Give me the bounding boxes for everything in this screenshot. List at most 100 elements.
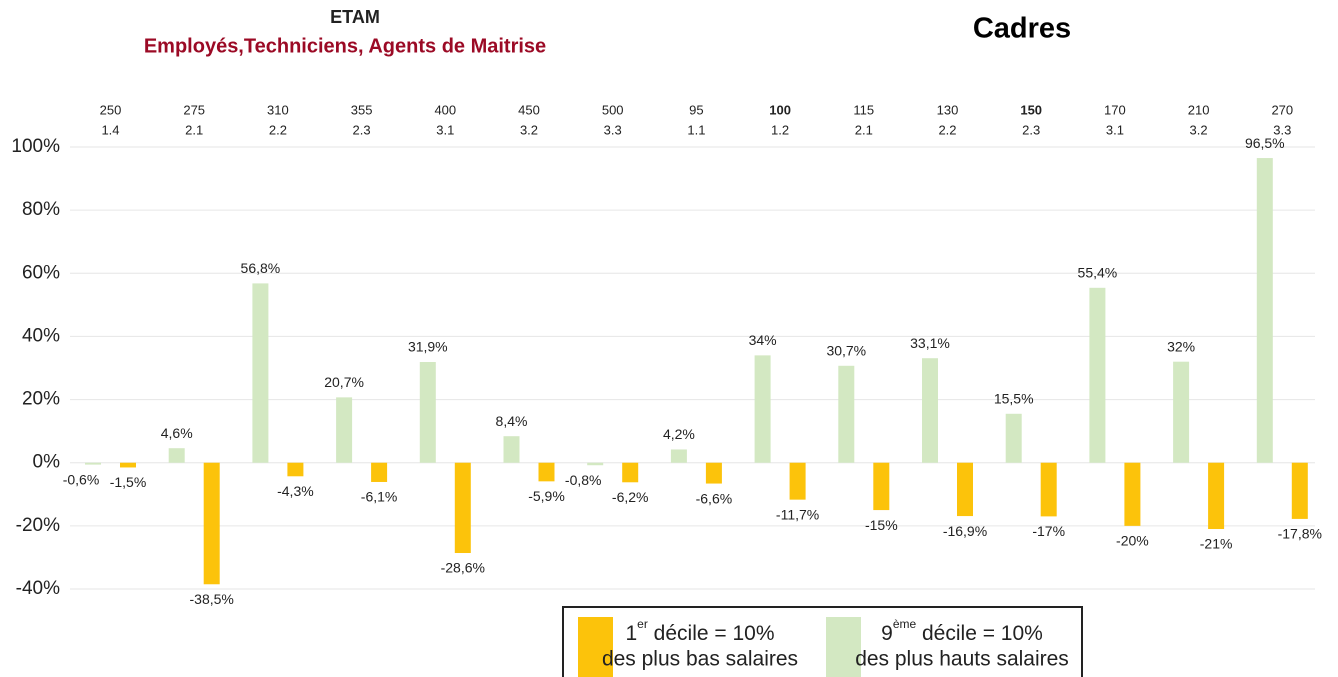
value-label: -6,2% (612, 489, 649, 505)
value-label: -5,9% (528, 488, 565, 504)
value-label: -38,5% (190, 591, 234, 607)
value-label: -0,8% (565, 472, 602, 488)
x-tick-label: 500 (602, 102, 624, 117)
y-tick-label: -20% (16, 515, 60, 536)
y-tick-label: 100% (11, 136, 60, 157)
legend-label-line2: des plus hauts salaires (855, 648, 1069, 671)
x-tick-label: 250 (100, 102, 122, 117)
legend-label-num: 1 (625, 622, 637, 645)
x-tick-sublabel: 2.3 (1022, 122, 1040, 137)
bar (419, 362, 436, 463)
value-label: -11,7% (776, 506, 819, 522)
bar (1208, 462, 1225, 530)
bar (503, 436, 520, 463)
legend-label: 9ème décile = 10% (881, 617, 1043, 644)
y-tick-label: 60% (22, 262, 60, 283)
x-tick-label: 275 (183, 102, 205, 117)
bar (85, 462, 101, 465)
bar (622, 462, 639, 483)
bar (705, 462, 722, 484)
x-tick-sublabel: 2.1 (855, 122, 873, 137)
bar (1040, 462, 1057, 517)
x-tick-label: 95 (689, 102, 703, 117)
value-label: 15,5% (994, 390, 1034, 406)
x-tick-label: 130 (937, 102, 959, 117)
legend-label: 1er décile = 10% (625, 617, 774, 644)
bar (287, 462, 304, 477)
x-tick-sublabel: 3.1 (436, 122, 454, 137)
x-tick-sublabel: 3.1 (1106, 122, 1124, 137)
value-label: -6,6% (696, 490, 733, 506)
y-tick-label: 40% (22, 325, 60, 346)
bar (371, 462, 388, 482)
value-label: 4,2% (663, 426, 695, 442)
chart-title-2: Cadres (973, 13, 1071, 45)
value-label: 30,7% (826, 342, 866, 358)
legend-swatch (578, 617, 613, 677)
x-tick-sublabel: 2.2 (269, 122, 287, 137)
legend-label-line2: des plus bas salaires (602, 648, 798, 671)
value-label: 96,5% (1245, 135, 1285, 151)
bar (587, 462, 604, 466)
legend-label-sup: ème (893, 617, 917, 631)
bar (873, 462, 890, 511)
value-label: 55,4% (1078, 265, 1118, 281)
legend-label-num: 9 (881, 622, 893, 645)
value-label: -17% (1032, 523, 1065, 539)
bar (754, 355, 771, 463)
x-tick-sublabel: 1.4 (101, 122, 119, 137)
value-label: 8,4% (496, 413, 528, 429)
bar (1256, 158, 1273, 463)
chart-title: ETAM (330, 7, 380, 27)
x-tick-sublabel: 1.1 (687, 122, 705, 137)
x-tick-label: 170 (1104, 102, 1126, 117)
value-label: 32% (1167, 338, 1195, 354)
y-tick-label: 80% (22, 199, 60, 220)
x-tick-label: 270 (1271, 102, 1293, 117)
bar (922, 358, 938, 463)
y-tick-label: -40% (16, 578, 60, 599)
bar (1005, 413, 1022, 463)
x-tick-sublabel: 3.3 (604, 122, 622, 137)
legend-label-sup: er (637, 617, 648, 631)
value-label: 4,6% (161, 425, 193, 441)
x-tick-sublabel: 3.3 (1273, 122, 1291, 137)
value-label: -28,6% (441, 560, 485, 576)
value-label: 34% (749, 332, 777, 348)
bar (252, 283, 269, 463)
legend-label-text: décile = 10% (916, 622, 1043, 645)
value-label: -0,6% (63, 471, 100, 487)
value-label: 20,7% (324, 374, 364, 390)
bar (838, 365, 855, 463)
x-tick-sublabel: 3.2 (520, 122, 538, 137)
value-label: -15% (865, 517, 898, 533)
bar (336, 397, 353, 463)
x-tick-label: 100 (769, 102, 791, 117)
x-tick-label: 400 (434, 102, 456, 117)
x-tick-label: 310 (267, 102, 289, 117)
bar (1124, 462, 1141, 526)
x-tick-label: 450 (518, 102, 540, 117)
y-tick-label: 20% (22, 389, 60, 410)
x-tick-sublabel: 3.2 (1190, 122, 1208, 137)
value-label: -21% (1200, 536, 1233, 552)
value-label: -20% (1116, 533, 1149, 549)
x-tick-sublabel: 1.2 (771, 122, 789, 137)
legend-label-text: décile = 10% (648, 622, 775, 645)
value-label: 56,8% (241, 260, 281, 276)
x-tick-sublabel: 2.2 (938, 122, 956, 137)
value-label: -4,3% (277, 483, 314, 499)
bar (203, 462, 220, 585)
x-tick-label: 115 (853, 102, 874, 117)
bar (1173, 361, 1190, 463)
x-tick-label: 355 (351, 102, 373, 117)
x-tick-sublabel: 2.3 (353, 122, 371, 137)
value-label: 31,9% (408, 339, 448, 355)
x-tick-label: 150 (1020, 102, 1042, 117)
bar (957, 462, 973, 517)
bar (168, 448, 185, 463)
bar (670, 449, 687, 463)
bar (538, 462, 555, 482)
bar (1089, 287, 1106, 463)
